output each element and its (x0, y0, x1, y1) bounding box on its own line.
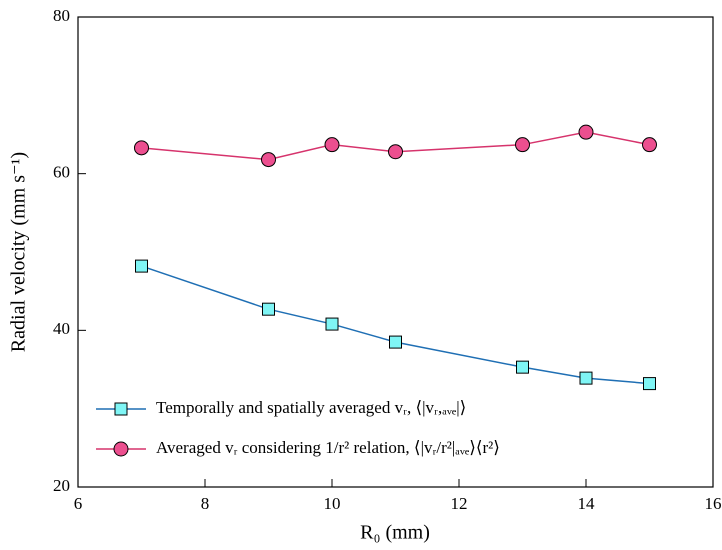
marker (578, 124, 594, 140)
x-tick-label: 10 (324, 494, 341, 513)
x-axis-label: R₀ (mm) (360, 522, 430, 544)
marker (261, 152, 276, 168)
marker (135, 259, 148, 273)
marker (262, 302, 275, 316)
marker (516, 360, 529, 374)
legend-label: Temporally and spatially averaged vᵣ, ⟨|… (156, 398, 466, 417)
y-tick-label: 60 (53, 163, 70, 182)
x-tick-label: 16 (705, 494, 722, 513)
plot-frame (77, 16, 714, 488)
x-tick-label: 6 (74, 494, 83, 513)
marker (325, 317, 339, 331)
marker (388, 144, 403, 160)
series-line (141, 265, 650, 385)
x-tick-label: 14 (578, 494, 596, 513)
marker (389, 335, 402, 349)
legend-label: Averaged vᵣ considering 1/r² relation, ⟨… (156, 438, 500, 457)
marker (643, 377, 656, 391)
marker (324, 137, 340, 153)
y-tick-label: 20 (53, 476, 70, 495)
x-tick-label: 12 (451, 494, 468, 513)
marker (515, 137, 530, 153)
y-axis-label: Radial velocity (mm s⁻¹) (8, 152, 30, 352)
marker (579, 371, 593, 385)
x-tick-label: 8 (201, 494, 210, 513)
legend-marker (113, 441, 129, 457)
marker (134, 140, 149, 156)
marker (642, 137, 657, 153)
y-tick-label: 80 (53, 6, 70, 25)
y-tick-label: 40 (53, 319, 70, 338)
legend-marker (114, 402, 128, 416)
